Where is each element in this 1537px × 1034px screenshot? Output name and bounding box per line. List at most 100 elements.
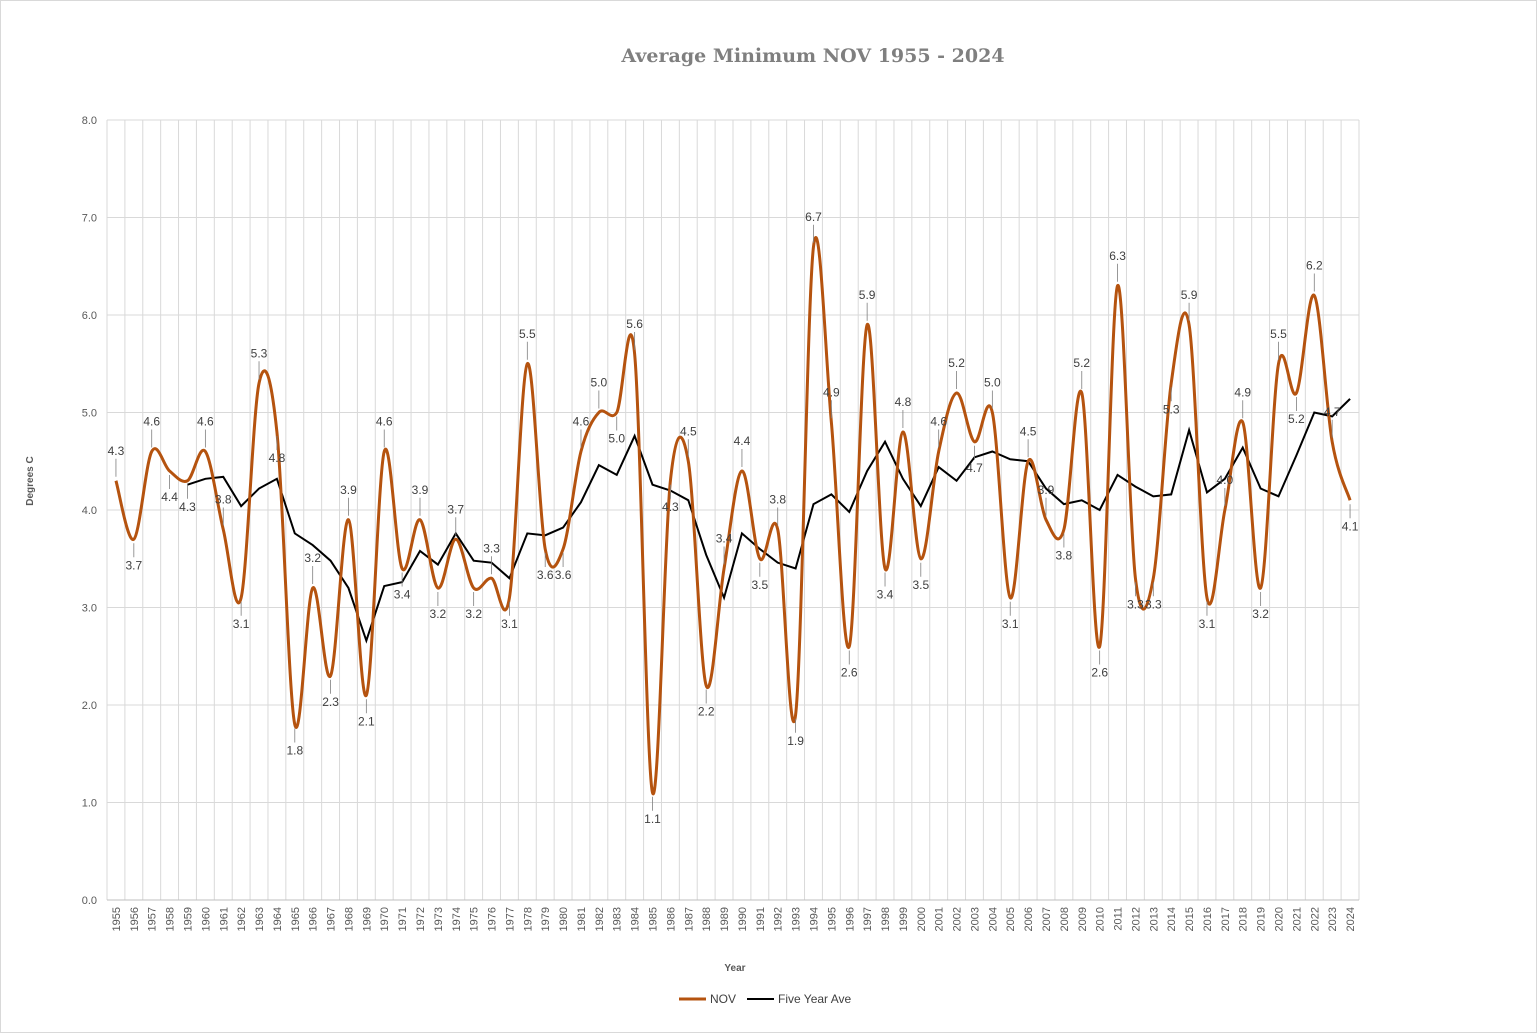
data-label: 5.6 [626, 317, 643, 331]
data-label: 3.2 [1252, 607, 1269, 621]
x-tick-label: 1969 [361, 907, 373, 931]
x-tick-label: 2024 [1345, 907, 1357, 931]
x-tick-label: 1986 [665, 907, 677, 931]
x-tick-label: 2023 [1327, 907, 1339, 931]
data-label-leaders [115, 224, 1351, 811]
data-label: 3.8 [1056, 549, 1073, 563]
data-label: 5.5 [519, 327, 536, 341]
data-label: 4.6 [376, 415, 393, 429]
x-tick-label: 1984 [630, 907, 642, 931]
x-tick-label: 1956 [129, 907, 141, 931]
x-tick-label: 1959 [182, 907, 194, 931]
x-tick-label: 1996 [844, 907, 856, 931]
data-label: 4.9 [823, 385, 840, 399]
data-label: 4.3 [179, 500, 196, 514]
data-label: 3.3 [483, 541, 500, 555]
data-label: 2.2 [698, 705, 715, 719]
x-tick-label: 1976 [487, 907, 499, 931]
x-tick-label: 1995 [826, 907, 838, 931]
data-label: 3.5 [751, 578, 768, 592]
x-tick-label: 1982 [594, 907, 606, 931]
data-label: 1.8 [286, 744, 303, 758]
x-tick-label: 2002 [952, 907, 964, 931]
data-label: 5.0 [608, 432, 625, 446]
y-axis-title: Degrees C [25, 456, 36, 505]
x-tick-label: 2008 [1059, 907, 1071, 931]
data-label: 5.2 [1288, 412, 1305, 426]
data-label: 4.6 [143, 415, 160, 429]
data-label: 2.3 [322, 695, 339, 709]
x-tick-label: 2019 [1256, 907, 1268, 931]
x-tick-label: 1998 [880, 907, 892, 931]
x-tick-label: 2005 [1005, 907, 1017, 931]
y-tick-label: 6.0 [82, 310, 97, 322]
x-tick-label: 1981 [576, 907, 588, 931]
x-tick-label: 2006 [1023, 907, 1035, 931]
x-axis-title: Year [724, 963, 745, 974]
data-label: 3.1 [233, 617, 250, 631]
data-label: 4.6 [930, 415, 947, 429]
x-tick-label: 2017 [1220, 907, 1232, 931]
legend-label-nov: NOV [710, 992, 736, 1006]
data-label: 3.4 [394, 588, 411, 602]
data-label: 4.6 [573, 415, 590, 429]
x-tick-label: 2011 [1113, 907, 1125, 931]
y-tick-label: 1.0 [82, 798, 97, 810]
x-tick-label: 1999 [898, 907, 910, 931]
x-tick-label: 2015 [1184, 907, 1196, 931]
series-lines [114, 236, 1352, 796]
data-label: 3.6 [537, 568, 554, 582]
data-label: 4.4 [161, 490, 178, 504]
data-label: 3.2 [465, 607, 482, 621]
y-tick-label: 7.0 [82, 213, 97, 225]
data-label: 4.0 [1217, 473, 1234, 487]
data-label: 2.1 [358, 714, 375, 728]
x-tick-label: 1972 [415, 907, 427, 931]
x-tick-label: 1991 [755, 907, 767, 931]
x-tick-label: 1985 [648, 907, 660, 931]
legend-label-five-year-ave: Five Year Ave [778, 992, 851, 1006]
y-tick-label: 3.0 [82, 603, 97, 615]
data-label: 4.6 [197, 415, 214, 429]
x-tick-label: 2010 [1095, 907, 1107, 931]
y-axis-ticks: 0.0 1.0 2.0 3.0 4.0 5.0 6.0 7.0 8.0 [82, 115, 97, 907]
data-label: 3.7 [447, 502, 464, 516]
x-tick-label: 1979 [540, 907, 552, 931]
x-tick-label: 2016 [1202, 907, 1214, 931]
data-label: 4.5 [1020, 424, 1037, 438]
data-label: 4.7 [1324, 405, 1341, 419]
x-tick-label: 1983 [612, 907, 624, 931]
y-tick-label: 0.0 [82, 895, 97, 907]
x-tick-label: 1965 [290, 907, 302, 931]
x-tick-label: 1990 [737, 907, 749, 931]
x-tick-label: 2000 [916, 907, 928, 931]
data-label: 4.1 [1342, 519, 1359, 533]
x-tick-label: 2018 [1238, 907, 1250, 931]
data-label: 3.8 [215, 493, 232, 507]
x-tick-label: 1973 [433, 907, 445, 931]
x-tick-label: 1980 [558, 907, 570, 931]
gridlines [106, 119, 1360, 901]
x-tick-label: 1962 [236, 907, 248, 931]
y-tick-label: 2.0 [82, 700, 97, 712]
data-label: 3.2 [304, 551, 321, 565]
chart-title: Average Minimum NOV 1955 - 2024 [620, 45, 1004, 67]
x-tick-label: 2013 [1148, 907, 1160, 931]
x-tick-label: 1992 [773, 907, 785, 931]
x-tick-label: 1958 [165, 907, 177, 931]
data-label: 6.3 [1109, 249, 1126, 263]
x-tick-label: 2009 [1077, 907, 1089, 931]
x-tick-label: 1994 [808, 907, 820, 931]
x-tick-label: 2001 [934, 907, 946, 931]
data-label: 5.5 [1270, 327, 1287, 341]
data-label: 3.9 [1038, 483, 1055, 497]
x-tick-label: 1961 [218, 907, 230, 931]
data-label: 6.2 [1306, 259, 1323, 273]
data-label: 3.7 [125, 558, 142, 572]
data-label: 4.9 [1234, 385, 1251, 399]
y-tick-label: 5.0 [82, 408, 97, 420]
x-axis-ticks: 1955 1956 1957 1958 1959 1960 1961 1962 1963 1964… [111, 907, 1357, 931]
x-tick-label: 1997 [862, 907, 874, 931]
